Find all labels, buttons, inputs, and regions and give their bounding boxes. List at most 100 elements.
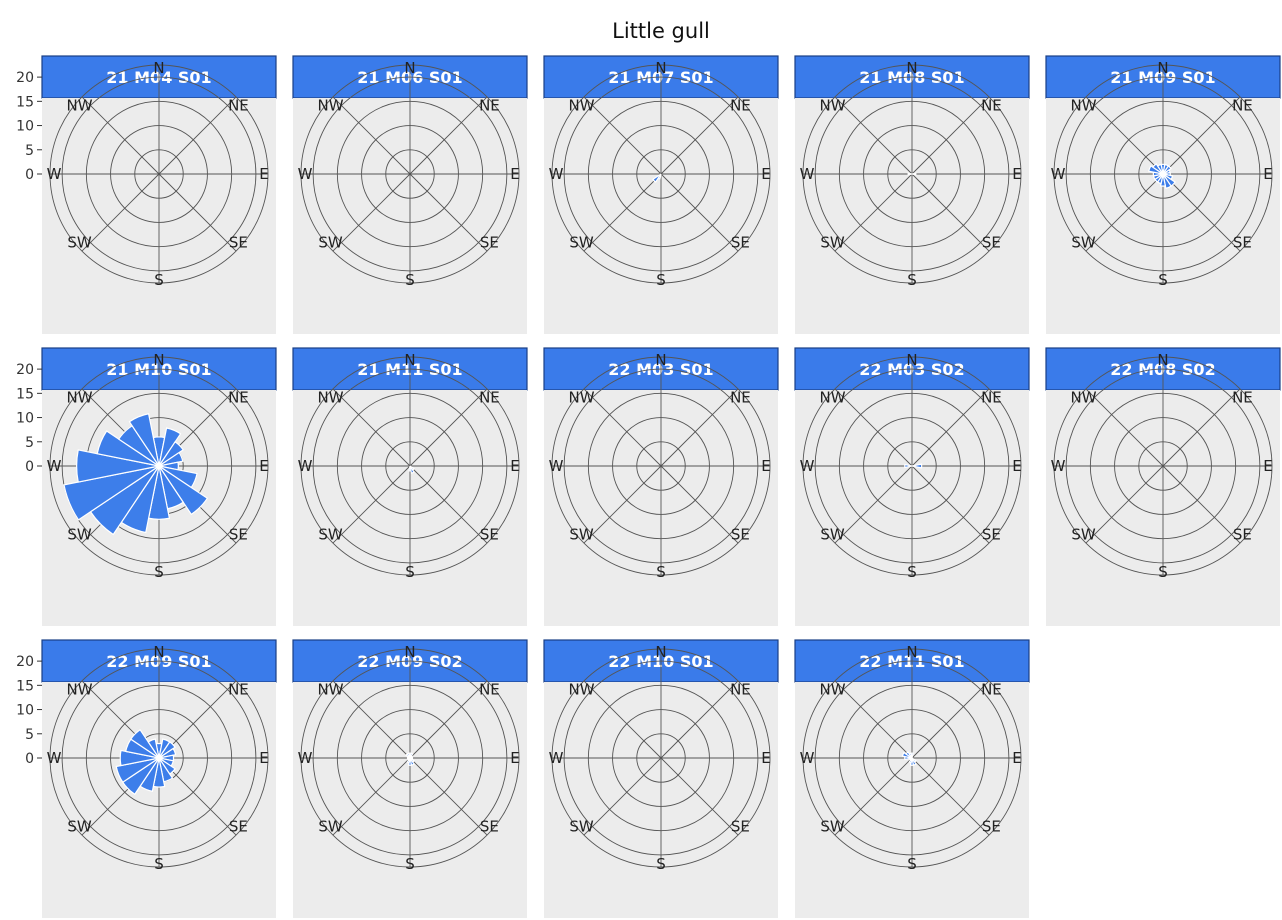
y-tick-label: 0 [25,459,34,475]
direction-label: SE [1233,525,1252,543]
grid-spoke [332,680,411,759]
direction-label: NE [981,681,1002,699]
grid-spoke [583,465,662,544]
wind-rose-petal [76,449,160,483]
direction-label: SW [569,233,594,251]
y-tick-label: 10 [16,411,34,427]
direction-label: N [906,643,917,661]
grid-spoke [911,465,990,544]
direction-label: SE [229,233,248,251]
direction-label: N [655,59,666,77]
direction-label: N [153,59,164,77]
direction-label: SE [731,525,750,543]
direction-label: S [656,563,666,581]
grid-spoke [332,465,411,544]
grid-spoke [158,173,237,252]
grid-spoke [583,173,662,252]
direction-label: NW [318,97,344,115]
grid-spoke [1085,96,1164,175]
grid-spoke [911,96,990,175]
grid-spoke [834,680,913,759]
direction-label: N [1157,59,1168,77]
grid-spoke [409,465,488,544]
direction-label: E [1263,165,1272,183]
wind-rose-petal [158,465,209,516]
direction-label: E [259,749,268,767]
wind-rose-petal [406,752,411,759]
direction-label: SW [67,233,92,251]
direction-label: NW [820,681,846,699]
direction-label: E [510,457,519,475]
grid-spoke [583,757,662,836]
chart-title: Little gull [612,19,710,43]
direction-label: N [153,351,164,369]
direction-label: SE [731,233,750,251]
direction-label: NW [820,97,846,115]
grid-spoke [911,173,990,252]
direction-label: S [154,855,164,873]
grid-spoke [409,388,488,467]
direction-label: NW [569,389,595,407]
wind-rose-petal [63,465,160,521]
direction-label: SE [229,817,248,835]
direction-label: NE [479,389,500,407]
direction-label: SW [318,817,343,835]
direction-label: W [47,749,62,767]
direction-label: N [655,351,666,369]
grid-spoke [332,757,411,836]
direction-label: E [761,749,770,767]
direction-label: W [298,165,313,183]
direction-label: NE [981,389,1002,407]
direction-label: S [656,855,666,873]
y-tick-label: 5 [25,727,34,743]
direction-label: SE [982,233,1001,251]
direction-label: SE [982,525,1001,543]
direction-label: SW [820,525,845,543]
direction-label: N [906,351,917,369]
direction-label: NE [228,681,249,699]
direction-label: SE [480,233,499,251]
direction-label: N [1157,351,1168,369]
direction-label: N [655,643,666,661]
direction-label: E [1012,165,1021,183]
grid-spoke [1162,465,1241,544]
y-tick-label: 20 [16,70,34,86]
grid-spoke [158,96,237,175]
grid-spoke [660,757,739,836]
grid-spoke [583,96,662,175]
grid-spoke [409,96,488,175]
grid-spoke [660,388,739,467]
direction-label: SW [569,817,594,835]
direction-label: E [761,457,770,475]
grid-spoke [660,680,739,759]
grid-spoke [583,388,662,467]
direction-label: E [510,749,519,767]
grid-spoke [911,757,990,836]
grid-spoke [834,388,913,467]
direction-label: N [404,59,415,77]
wind-rose-petal [911,463,923,469]
direction-label: NE [1232,97,1253,115]
grid-spoke [409,680,488,759]
wind-rose-petal [119,749,160,767]
grid-spoke [332,173,411,252]
direction-label: E [259,165,268,183]
wind-rose-petal [409,465,415,474]
direction-label: SE [229,525,248,543]
y-tick-label: 15 [16,386,34,402]
direction-label: E [1012,749,1021,767]
direction-label: NW [318,389,344,407]
direction-label: W [549,457,564,475]
grid-spoke [911,680,990,759]
direction-label: NW [569,97,595,115]
direction-label: W [800,165,815,183]
wind-rose-petal [115,757,160,784]
direction-label: S [1158,271,1168,289]
